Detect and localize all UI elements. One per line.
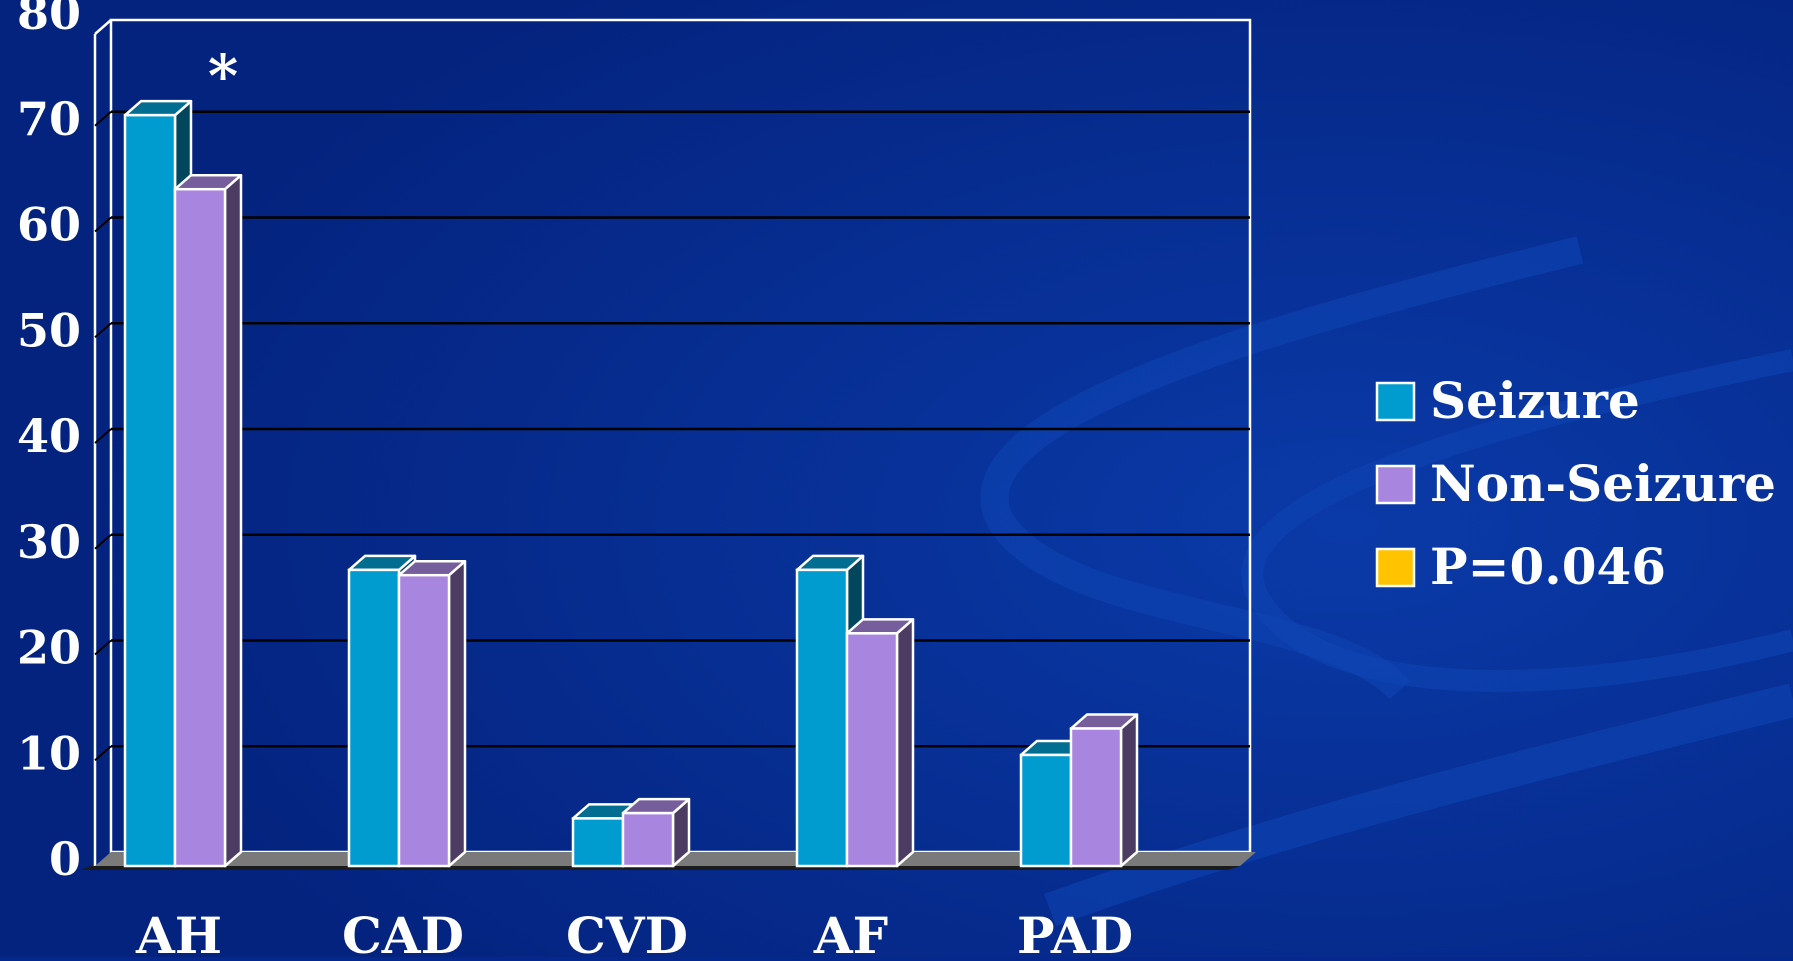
y-tick-label: 60 xyxy=(17,198,81,252)
gridline-side xyxy=(94,322,112,339)
bar-seizure-af xyxy=(795,568,849,868)
annotation-asterisk: * xyxy=(208,42,238,110)
bar-side xyxy=(447,559,467,868)
background-swoosh xyxy=(980,236,1793,926)
x-tick-label: PAD xyxy=(1017,906,1133,957)
y-tick-label: 20 xyxy=(17,621,81,675)
y-tick-label: 50 xyxy=(17,303,81,357)
y-tick-label: 70 xyxy=(17,92,81,146)
bar-seizure-cad xyxy=(347,568,401,868)
gridline-side xyxy=(94,533,112,550)
plot-side-edge-top xyxy=(94,19,112,35)
x-tick-label: CVD xyxy=(566,906,688,957)
plot-area: 0 10 20 30 40 50 60 70 80 AH CAD CVD AF PAD * xyxy=(17,0,1256,961)
legend-swatch xyxy=(1375,464,1416,505)
legend-label: P=0.046 xyxy=(1430,537,1666,596)
gridline-side xyxy=(94,639,112,656)
bar-seizure-cvd xyxy=(571,817,625,868)
y-tick-label: 10 xyxy=(17,726,81,780)
bar-non-seizure-cvd xyxy=(621,811,675,868)
legend-label: Non-Seizure xyxy=(1430,454,1776,513)
bar-non-seizure-cad xyxy=(397,573,451,868)
bar-non-seizure-pad xyxy=(1069,727,1123,868)
legend-swatch xyxy=(1375,381,1416,422)
bar-non-seizure-af xyxy=(845,632,899,868)
y-tick-label: 80 xyxy=(17,0,81,40)
y-tick-label: 0 xyxy=(49,832,81,886)
gridline-side xyxy=(94,110,112,127)
bar-side xyxy=(895,618,915,868)
legend-swatch xyxy=(1375,547,1416,588)
gridline-side xyxy=(94,428,112,444)
x-tick-label: CAD xyxy=(342,906,464,957)
gridline-side xyxy=(94,216,112,233)
y-tick-label: 30 xyxy=(17,515,81,569)
bar-non-seizure-ah xyxy=(173,187,227,868)
bar-seizure-ah xyxy=(123,113,177,868)
bar-side xyxy=(223,173,243,868)
x-tick-label: AH xyxy=(135,906,222,957)
y-tick-label: 40 xyxy=(17,409,81,463)
x-tick-label: AF xyxy=(813,906,888,957)
bar-seizure-pad xyxy=(1019,753,1073,868)
legend-label: Seizure xyxy=(1430,371,1640,430)
legend: Seizure Non-Seizure P=0.046 xyxy=(1375,371,1776,596)
bar-side xyxy=(1119,713,1139,868)
gridline-side xyxy=(94,745,112,762)
